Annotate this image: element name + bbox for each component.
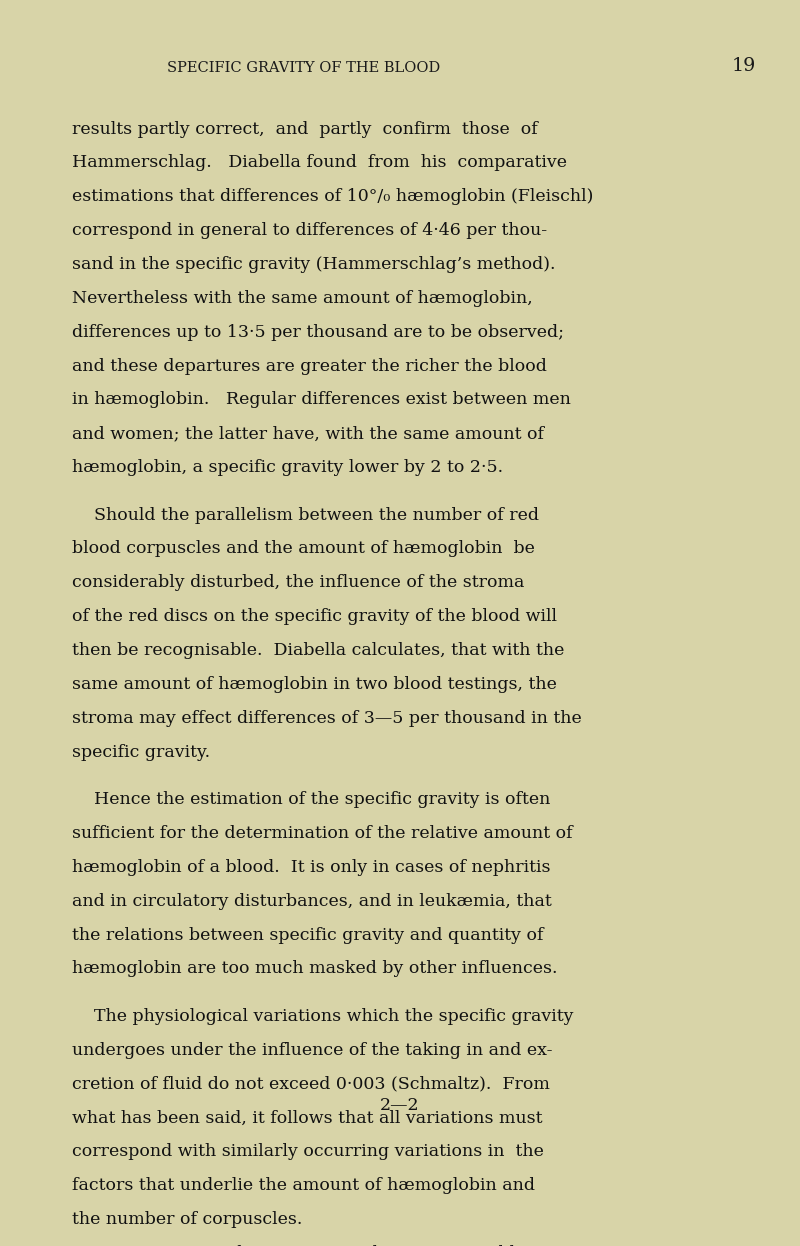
Text: Hammerschlag.   Diabella found  from  his  comparative: Hammerschlag. Diabella found from his co…: [72, 155, 567, 172]
Text: sufficient for the determination of the relative amount of: sufficient for the determination of the …: [72, 825, 573, 842]
Text: and these departures are greater the richer the blood: and these departures are greater the ric…: [72, 358, 547, 375]
Text: 19: 19: [732, 56, 756, 75]
Text: in hæmoglobin.   Regular differences exist between men: in hæmoglobin. Regular differences exist…: [72, 391, 571, 409]
Text: Hence the estimation of the specific gravity is often: Hence the estimation of the specific gra…: [72, 791, 550, 809]
Text: undergoes under the influence of the taking in and ex-: undergoes under the influence of the tak…: [72, 1042, 553, 1059]
Text: the relations between specific gravity and quantity of: the relations between specific gravity a…: [72, 927, 543, 943]
Text: results partly correct,  and  partly  confirm  those  of: results partly correct, and partly confi…: [72, 121, 538, 137]
Text: same amount of hæmoglobin in two blood testings, the: same amount of hæmoglobin in two blood t…: [72, 677, 557, 693]
Text: specific gravity.: specific gravity.: [72, 744, 210, 761]
Text: correspond in general to differences of 4·46 per thou-: correspond in general to differences of …: [72, 222, 547, 239]
Text: sand in the specific gravity (Hammerschlag’s method).: sand in the specific gravity (Hammerschl…: [72, 255, 555, 273]
Text: stroma may effect differences of 3—5 per thousand in the: stroma may effect differences of 3—5 per…: [72, 710, 582, 726]
Text: and women; the latter have, with the same amount of: and women; the latter have, with the sam…: [72, 425, 544, 442]
Text: the number of corpuscles.: the number of corpuscles.: [72, 1211, 302, 1229]
Text: hæmoglobin, a specific gravity lower by 2 to 2·5.: hæmoglobin, a specific gravity lower by …: [72, 460, 503, 476]
Text: hæmoglobin of a blood.  It is only in cases of nephritis: hæmoglobin of a blood. It is only in cas…: [72, 858, 550, 876]
Text: cretion of fluid do not exceed 0·003 (Schmaltz).  From: cretion of fluid do not exceed 0·003 (Sc…: [72, 1075, 550, 1093]
Text: hæmoglobin are too much masked by other influences.: hæmoglobin are too much masked by other …: [72, 961, 558, 977]
Text: Should the parallelism between the number of red: Should the parallelism between the numbe…: [72, 507, 539, 523]
Text: Nevertheless with the same amount of hæmoglobin,: Nevertheless with the same amount of hæm…: [72, 290, 533, 307]
Text: 2—2: 2—2: [380, 1096, 420, 1114]
Text: and in circulatory disturbances, and in leukæmia, that: and in circulatory disturbances, and in …: [72, 892, 552, 910]
Text: differences up to 13·5 per thousand are to be observed;: differences up to 13·5 per thousand are …: [72, 324, 564, 340]
Text: of the red discs on the specific gravity of the blood will: of the red discs on the specific gravity…: [72, 608, 557, 625]
Text: factors that underlie the amount of hæmoglobin and: factors that underlie the amount of hæmo…: [72, 1177, 535, 1194]
Text: correspond with similarly occurring variations in  the: correspond with similarly occurring vari…: [72, 1144, 544, 1160]
Text: The physiological variations which the specific gravity: The physiological variations which the s…: [72, 1008, 574, 1025]
Text: considerably disturbed, the influence of the stroma: considerably disturbed, the influence of…: [72, 574, 524, 592]
Text: estimations that differences of 10°/₀ hæmoglobin (Fleischl): estimations that differences of 10°/₀ hæ…: [72, 188, 594, 206]
Text: blood corpuscles and the amount of hæmoglobin  be: blood corpuscles and the amount of hæmog…: [72, 541, 535, 557]
Text: then be recognisable.  Diabella calculates, that with the: then be recognisable. Diabella calculate…: [72, 642, 564, 659]
Text: SPECIFIC GRAVITY OF THE BLOOD: SPECIFIC GRAVITY OF THE BLOOD: [167, 61, 441, 75]
Text: what has been said, it follows that all variations must: what has been said, it follows that all …: [72, 1109, 542, 1126]
